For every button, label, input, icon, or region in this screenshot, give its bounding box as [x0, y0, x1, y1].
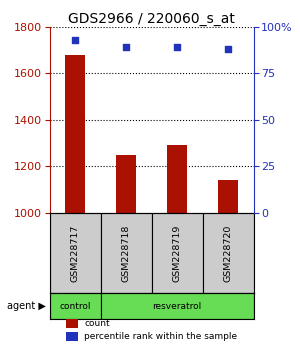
Point: [175, 44, 179, 50]
Text: control: control: [59, 302, 91, 310]
Bar: [65, 55, 85, 213]
Text: GSM228719: GSM228719: [172, 224, 182, 281]
Bar: [116, 155, 136, 213]
Point: [226, 46, 230, 52]
Bar: [202, 213, 253, 293]
Bar: [66, 332, 78, 341]
Point: [73, 37, 77, 42]
Text: GSM228717: GSM228717: [70, 224, 80, 281]
Bar: [218, 180, 238, 213]
Text: resveratrol: resveratrol: [152, 302, 202, 310]
Text: agent ▶: agent ▶: [7, 301, 45, 311]
Bar: [100, 213, 152, 293]
Bar: [100, 293, 254, 319]
Text: percentile rank within the sample: percentile rank within the sample: [84, 332, 237, 341]
Text: count: count: [84, 319, 110, 328]
Text: GSM228718: GSM228718: [122, 224, 130, 281]
Bar: [50, 213, 100, 293]
Bar: [167, 145, 187, 213]
Bar: [66, 319, 78, 328]
Point: [124, 44, 128, 50]
Title: GDS2966 / 220060_s_at: GDS2966 / 220060_s_at: [68, 12, 235, 25]
Text: GSM228720: GSM228720: [224, 224, 232, 281]
Bar: [50, 293, 100, 319]
Bar: [152, 213, 202, 293]
